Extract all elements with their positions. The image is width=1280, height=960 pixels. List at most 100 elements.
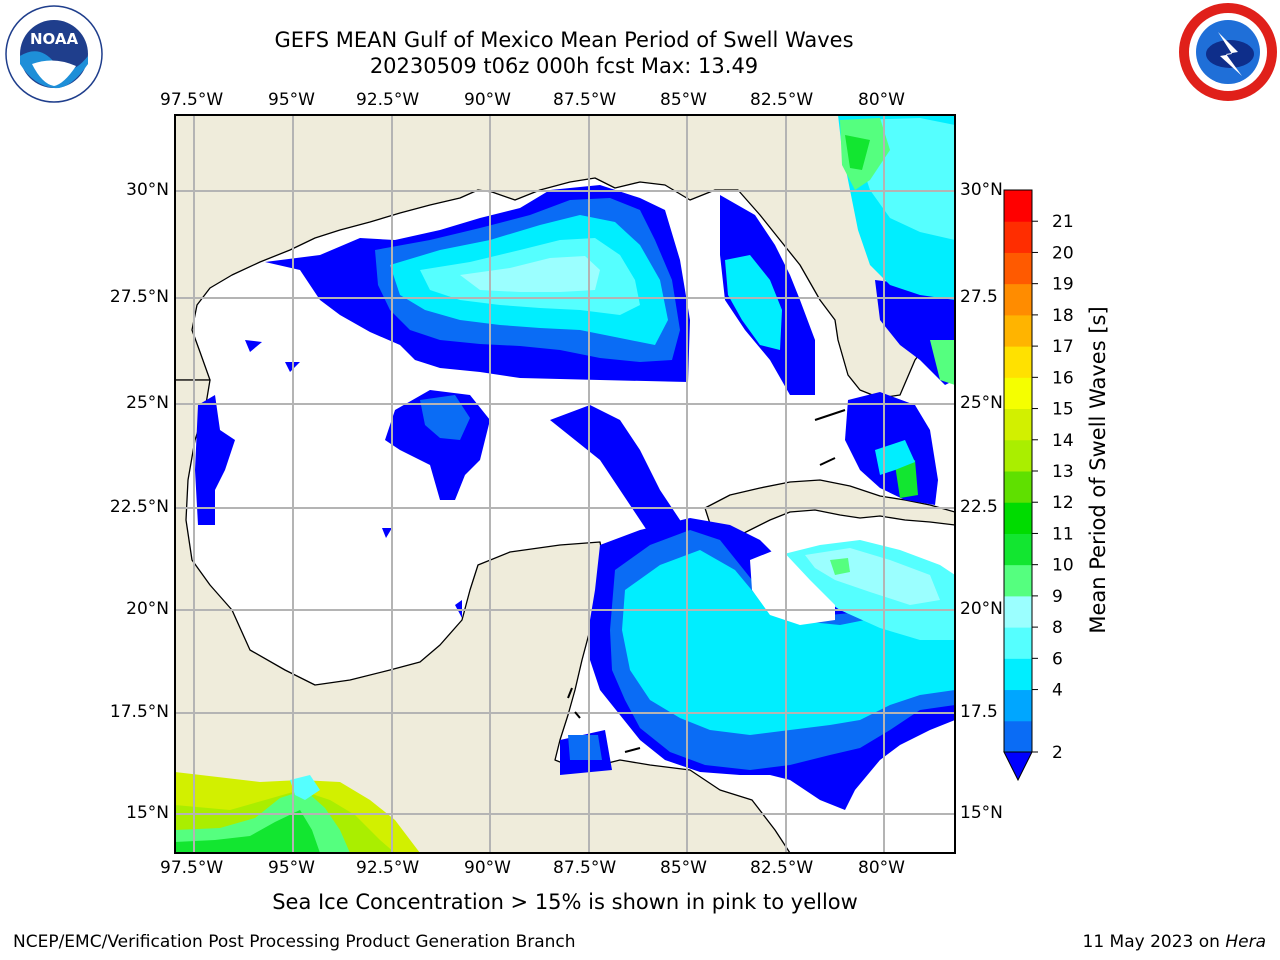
noaa-logo-text: NOAA: [30, 30, 79, 48]
colorbar-segment: [1004, 439, 1032, 472]
lat-label-right: 25°N: [960, 393, 1003, 413]
lon-label-top: 90°W: [464, 90, 511, 110]
colorbar-segment: [1004, 221, 1032, 253]
colorbar: 2 4 6 8 9 10 11 12 13 14 15 16 17 18 19 20 21: [1003, 189, 1074, 782]
colorbar-tick-label: 4: [1052, 681, 1063, 701]
swell-region-west-blue: [195, 395, 235, 525]
colorbar-label: Mean Period of Swell Waves [s]: [1086, 306, 1110, 634]
colorbar-segment: [1004, 283, 1032, 316]
colorbar-segment: [1004, 595, 1032, 628]
lon-label-bottom: 90°W: [464, 858, 511, 878]
lon-label-top: 92.5°W: [356, 90, 420, 110]
nws-logo-icon: [1179, 3, 1277, 101]
colorbar-segment: [1004, 377, 1032, 410]
florida-keys: [567, 409, 846, 753]
swell-period-field: [175, 115, 955, 853]
colorbar-tick-label: 18: [1052, 306, 1074, 326]
colorbar-extend-arrow: [1003, 751, 1033, 782]
swell-region-spot3: [382, 528, 392, 538]
lon-label-top: 82.5°W: [750, 90, 814, 110]
lat-label-left: 27.5°N: [109, 287, 169, 307]
lon-label-bottom: 82.5°W: [750, 858, 814, 878]
lat-label-left: 25°N: [126, 393, 169, 413]
colorbar-tick-label: 19: [1052, 275, 1074, 295]
chart-title: GEFS MEAN Gulf of Mexico Mean Period of …: [274, 28, 854, 52]
lon-label-top: 85°W: [660, 90, 707, 110]
lon-label-bottom: 95°W: [268, 858, 315, 878]
footer-credit: NCEP/EMC/Verification Post Processing Pr…: [13, 932, 576, 952]
map-frame: [174, 114, 956, 854]
colorbar-segment: [1004, 408, 1032, 441]
colorbar-tick-label: 11: [1052, 524, 1074, 544]
colorbar-tick-label: 15: [1052, 400, 1074, 420]
lat-label-right: 27.5: [960, 287, 998, 307]
lon-label-bottom: 80°W: [858, 858, 905, 878]
colorbar-tick-label: 6: [1052, 649, 1063, 669]
chart-subtitle: 20230509 t06z 000h fcst Max: 13.49: [369, 54, 759, 78]
colorbar-segment: [1004, 190, 1032, 222]
colorbar-tick-label: 8: [1052, 618, 1063, 638]
colorbar-segment: [1004, 502, 1032, 534]
colorbar-segment: [1004, 564, 1032, 597]
colorbar-tick-label: 17: [1052, 337, 1074, 357]
lat-label-left: 20°N: [126, 599, 169, 619]
swell-region-carib-green: [830, 558, 850, 575]
swell-region-carib-sw-blue2: [568, 735, 602, 760]
lat-label-right: 17.5: [960, 702, 998, 722]
lon-label-bottom: 97.5°W: [160, 858, 224, 878]
colorbar-segment: [1004, 533, 1032, 566]
lat-label-left: 22.5°N: [109, 497, 169, 517]
swell-region-carib-hole: [750, 548, 835, 625]
lat-label-left: 17.5°N: [109, 702, 169, 722]
lat-label-left: 30°N: [126, 180, 169, 200]
map-area: [175, 115, 955, 853]
swell-region-carib-cyan: [622, 550, 955, 735]
footer-host: Hera: [1225, 932, 1266, 952]
colorbar-tick-label: 12: [1052, 493, 1074, 513]
graticule: [175, 115, 955, 853]
colorbar-segment: [1004, 720, 1032, 753]
swell-region-pacific-cyan: [290, 775, 320, 800]
colorbar-segment: [1004, 658, 1032, 691]
lat-label-right: 30°N: [960, 180, 1003, 200]
land-cuba: [704, 479, 955, 541]
land-mexico-west: [175, 379, 791, 853]
swell-region-atl-se-green: [930, 340, 955, 385]
colorbar-segment: [1004, 346, 1032, 378]
lon-label-bottom: 87.5°W: [553, 858, 617, 878]
swell-region-atl-green2: [845, 135, 870, 170]
colorbar-segment: [1004, 627, 1032, 659]
footer-date: 11 May 2023 on Hera: [1083, 932, 1267, 952]
lat-label-right: 20°N: [960, 599, 1003, 619]
sea-ice-caption: Sea Ice Concentration > 15% is shown in …: [272, 890, 858, 914]
swell-region-straits-green: [895, 460, 918, 498]
lon-label-top: 87.5°W: [553, 90, 617, 110]
lon-label-top: 97.5°W: [160, 90, 224, 110]
swell-region-spot1: [245, 340, 262, 352]
lat-label-right: 15°N: [960, 803, 1003, 823]
colorbar-tick-label: 20: [1052, 243, 1074, 263]
swell-region-north-pale: [460, 256, 600, 292]
colorbar-segment: [1004, 471, 1032, 503]
colorbar-segment: [1004, 689, 1032, 722]
swell-region-westfl-cyan: [725, 255, 782, 350]
colorbar-tick-label: 10: [1052, 556, 1074, 576]
colorbar-tick-label: 2: [1052, 743, 1063, 763]
colorbar-tick-label: 13: [1052, 462, 1074, 482]
lat-label-right: 22.5: [960, 497, 998, 517]
lon-label-bottom: 85°W: [660, 858, 707, 878]
swell-region-yucatan-strip: [550, 405, 690, 550]
footer-date-text: 11 May 2023 on: [1082, 932, 1226, 952]
colorbar-tick-label: 21: [1052, 212, 1074, 232]
colorbar-segment: [1004, 252, 1032, 285]
lon-label-top: 80°W: [858, 90, 905, 110]
lon-label-bottom: 92.5°W: [356, 858, 420, 878]
colorbar-segment: [1004, 314, 1032, 347]
noaa-logo-icon: NOAA: [5, 5, 103, 103]
lon-label-top: 95°W: [268, 90, 315, 110]
swell-region-south-central-blue2: [420, 395, 470, 440]
swell-region-pacific-green2: [175, 810, 320, 853]
colorbar-tick-label: 16: [1052, 368, 1074, 388]
land-masses: [175, 115, 955, 853]
